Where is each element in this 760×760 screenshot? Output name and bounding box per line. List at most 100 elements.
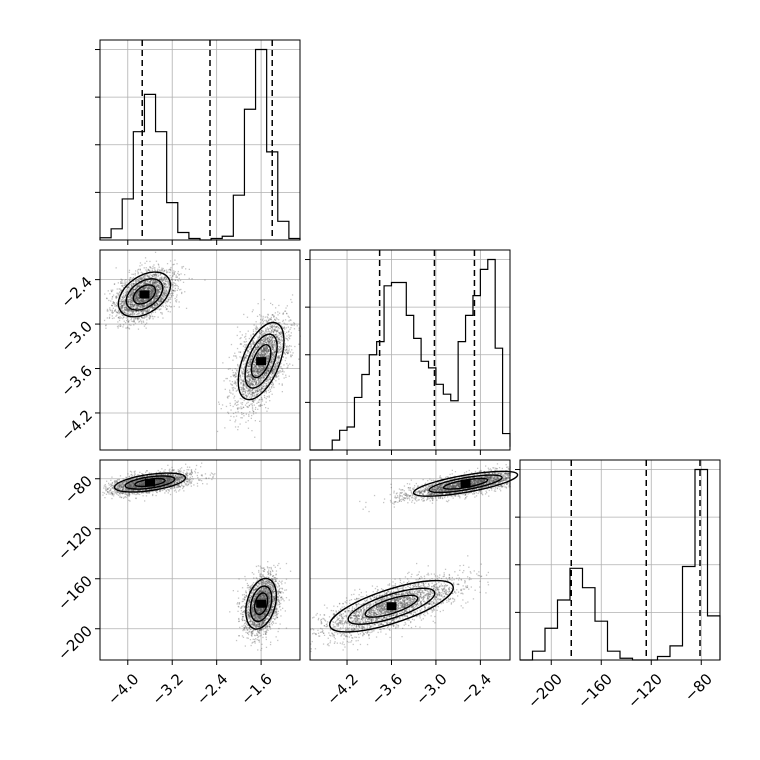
sample-point — [163, 289, 165, 291]
sample-point — [246, 355, 248, 357]
sample-point — [275, 317, 277, 319]
sample-point — [298, 329, 300, 331]
sample-point — [271, 326, 273, 329]
sample-point — [146, 283, 148, 285]
sample-point — [153, 300, 155, 302]
sample-point — [151, 283, 153, 285]
sample-point — [264, 382, 266, 384]
sample-point — [138, 301, 140, 303]
sample-point — [244, 356, 246, 358]
sample-point — [134, 299, 136, 301]
sample-point — [272, 337, 274, 339]
sample-point — [259, 404, 261, 406]
sample-point — [143, 283, 145, 285]
sample-point — [163, 277, 165, 279]
sample-point — [247, 347, 249, 349]
sample-point — [131, 290, 133, 293]
sample-point — [121, 314, 123, 316]
sample-point — [245, 394, 247, 396]
sample-point — [153, 298, 155, 300]
sample-point — [131, 312, 133, 315]
sample-point — [163, 293, 165, 295]
sample-point — [263, 355, 265, 357]
sample-point — [163, 286, 165, 288]
sample-point — [140, 304, 142, 307]
sample-point — [116, 304, 118, 307]
sample-point — [255, 335, 257, 337]
sample-point — [137, 285, 139, 287]
sample-point — [293, 328, 296, 330]
sample-point — [111, 305, 113, 307]
sample-point — [150, 280, 152, 282]
sample-point — [264, 353, 267, 355]
sample-point — [129, 298, 132, 301]
sample-point — [151, 278, 153, 281]
sample-point — [139, 285, 142, 287]
sample-point — [265, 369, 267, 372]
sample-point — [278, 337, 281, 339]
sample-point — [163, 284, 165, 286]
sample-point — [279, 341, 281, 344]
sample-point — [274, 351, 276, 353]
sample-point — [262, 369, 264, 371]
sample-point — [150, 306, 152, 309]
sample-point — [290, 354, 292, 356]
sample-point — [138, 302, 140, 304]
sample-point — [141, 317, 144, 319]
sample-point — [277, 345, 279, 347]
sample-point — [263, 348, 265, 350]
sample-point — [273, 368, 275, 370]
sample-point — [135, 294, 137, 296]
sample-point — [138, 300, 140, 303]
sample-point — [263, 403, 266, 406]
sample-point — [120, 307, 122, 310]
sample-point — [261, 398, 263, 400]
sample-point — [259, 372, 261, 374]
sample-point — [191, 278, 193, 280]
sample-point — [265, 350, 267, 353]
sample-point — [249, 359, 251, 361]
sample-point — [145, 282, 147, 284]
sample-point — [265, 372, 268, 375]
sample-point — [236, 326, 239, 328]
sample-point — [274, 351, 276, 353]
sample-point — [252, 333, 254, 335]
sample-point — [255, 360, 257, 362]
sample-point — [135, 305, 138, 307]
sample-point — [259, 389, 261, 391]
sample-point — [136, 287, 138, 290]
sample-point — [137, 304, 140, 306]
sample-point — [260, 353, 262, 356]
sample-point — [253, 384, 255, 386]
sample-point — [166, 298, 168, 300]
sample-point — [260, 370, 262, 372]
sample-point — [260, 387, 263, 390]
sample-point — [244, 346, 246, 349]
sample-point — [152, 287, 154, 289]
sample-point — [257, 372, 260, 374]
sample-point — [156, 285, 158, 287]
sample-point — [267, 345, 269, 348]
sample-point — [246, 369, 248, 371]
sample-point — [153, 284, 155, 287]
sample-point — [145, 299, 148, 302]
sample-point — [127, 296, 130, 298]
sample-point — [144, 300, 146, 302]
sample-point — [135, 293, 137, 295]
sample-point — [248, 384, 250, 386]
sample-point — [257, 374, 259, 377]
sample-point — [258, 351, 260, 354]
sample-point — [144, 283, 146, 285]
sample-point — [149, 287, 151, 289]
sample-point — [164, 294, 166, 296]
sample-point — [256, 346, 258, 348]
sample-point — [275, 376, 277, 378]
sample-point — [268, 342, 270, 344]
sample-point — [275, 333, 278, 335]
sample-point — [257, 365, 259, 367]
sample-point — [124, 300, 126, 303]
sample-point — [141, 317, 143, 319]
sample-point — [151, 285, 153, 288]
sample-point — [118, 313, 120, 315]
sample-point — [151, 287, 153, 289]
